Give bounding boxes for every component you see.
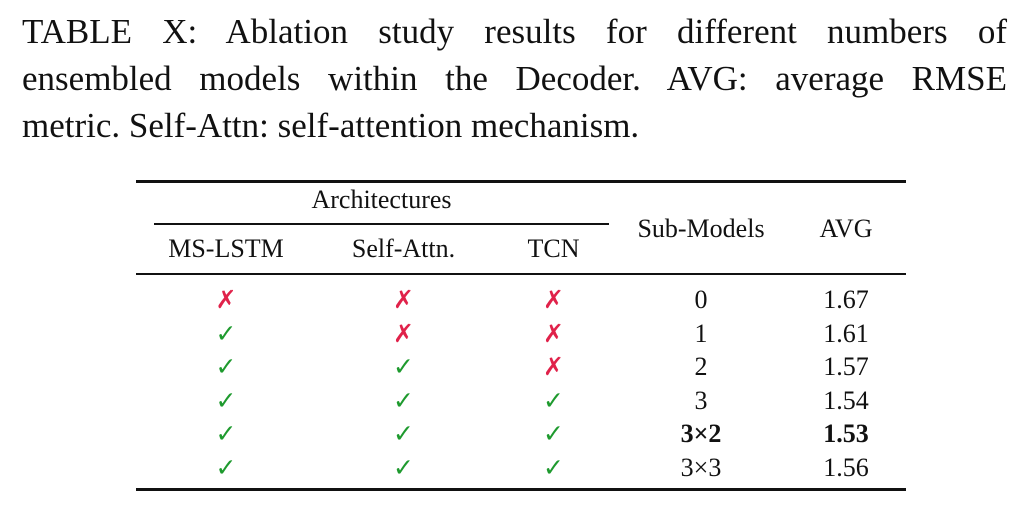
check-icon: ✓	[215, 385, 237, 415]
cross-icon: ✗	[215, 285, 237, 314]
avg-cell: 1.57	[823, 352, 869, 381]
avg-cell: 1.53	[823, 419, 869, 448]
cross-icon: ✗	[543, 285, 564, 314]
column-header-ms-lstm: MS-LSTM	[168, 234, 284, 263]
check-icon: ✓	[543, 419, 564, 448]
cross-icon: ✗	[393, 318, 414, 348]
cross-icon: ✗	[543, 352, 564, 381]
sub-models-cell: 1	[694, 318, 708, 348]
avg-cell: 1.67	[823, 285, 869, 314]
check-icon: ✓	[215, 318, 237, 348]
avg-cell: 1.56	[823, 452, 869, 482]
caption-line-3: metric. Self-Attn: self-attention mechan…	[22, 106, 640, 145]
check-icon: ✓	[393, 419, 414, 448]
cross-icon: ✗	[393, 285, 414, 314]
table-top-rule	[136, 180, 906, 183]
check-icon: ✓	[393, 352, 414, 381]
sub-models-cell: 2	[694, 352, 708, 381]
check-icon: ✓	[393, 385, 414, 415]
architectures-group-header: Architectures	[311, 185, 452, 214]
caption-line-1: TABLE X: Ablation study results for diff…	[22, 12, 1007, 51]
check-icon: ✓	[215, 452, 237, 482]
sub-models-cell: 3×2	[680, 419, 722, 448]
column-header-sub-models: Sub-Models	[637, 214, 765, 243]
sub-models-cell: 3×3	[680, 452, 722, 482]
column-header-tcn: TCN	[527, 234, 580, 263]
sub-models-cell: 3	[694, 385, 708, 415]
cross-icon: ✗	[543, 318, 564, 348]
table-mid-rule	[136, 273, 906, 275]
check-icon: ✓	[543, 452, 564, 482]
column-header-avg: AVG	[819, 214, 873, 243]
check-icon: ✓	[215, 419, 237, 448]
table-caption: TABLE X: Ablation study results for diff…	[22, 8, 1007, 149]
check-icon: ✓	[215, 352, 237, 381]
sub-models-cell: 0	[694, 285, 708, 314]
check-icon: ✓	[543, 385, 564, 415]
avg-cell: 1.61	[823, 318, 869, 348]
column-header-self-attn: Self-Attn.	[351, 234, 456, 263]
avg-cell: 1.54	[823, 385, 869, 415]
caption-line-2: ensembled models within the Decoder. AVG…	[22, 59, 1007, 98]
table-bottom-rule	[136, 488, 906, 491]
check-icon: ✓	[393, 452, 414, 482]
architectures-cmidrule	[154, 223, 609, 225]
